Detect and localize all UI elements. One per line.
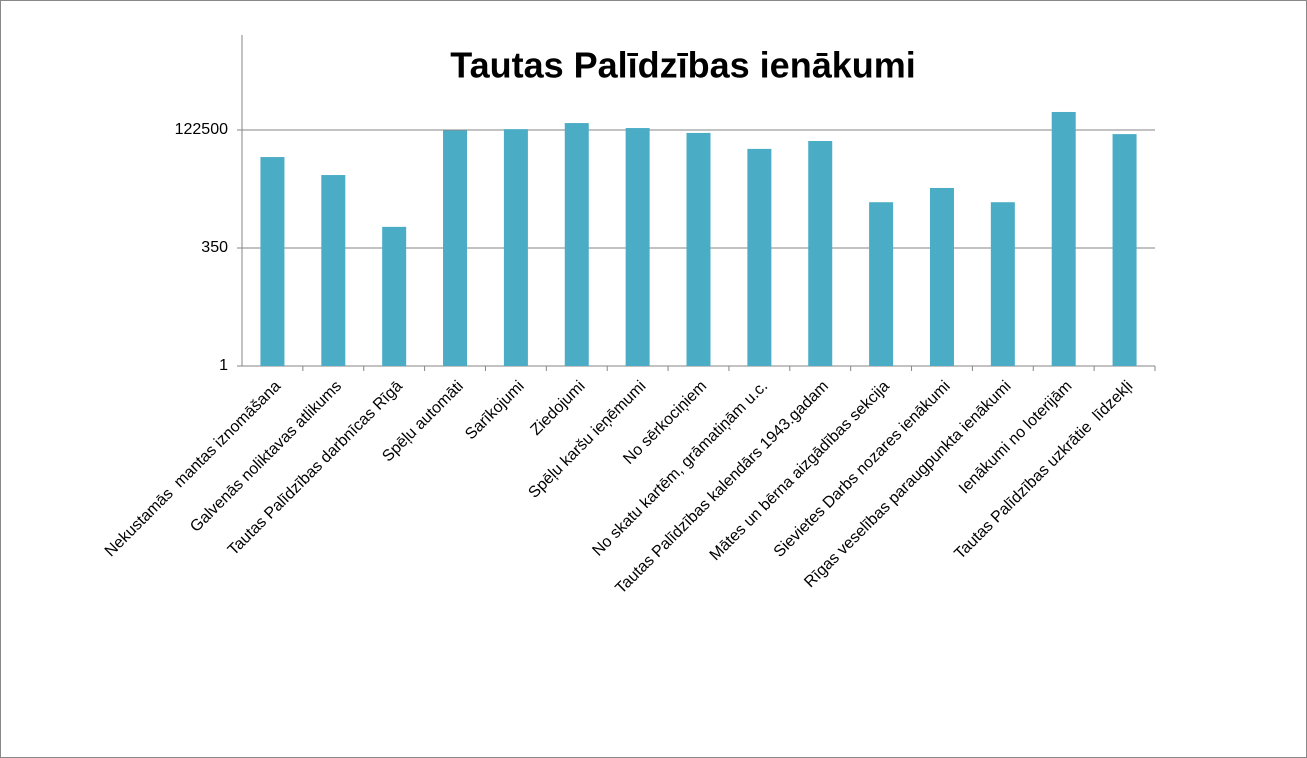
bar bbox=[747, 148, 772, 366]
y-tick-label: 122500 bbox=[175, 121, 228, 138]
y-tick-label: 350 bbox=[201, 239, 228, 256]
bar bbox=[443, 130, 468, 366]
bar bbox=[503, 129, 528, 366]
bar bbox=[1051, 111, 1076, 367]
bar bbox=[929, 187, 954, 366]
bar bbox=[869, 202, 894, 366]
bar bbox=[564, 123, 589, 366]
bar bbox=[260, 157, 285, 366]
y-tick-label: 1 bbox=[219, 357, 228, 374]
bar bbox=[686, 132, 711, 366]
bar bbox=[321, 175, 346, 366]
bar bbox=[808, 140, 833, 366]
bar bbox=[1112, 134, 1137, 366]
bar bbox=[625, 128, 650, 366]
chart-title: Tautas Palīdzības ienākumi bbox=[450, 45, 916, 86]
bar bbox=[990, 202, 1015, 366]
bar bbox=[382, 226, 407, 366]
